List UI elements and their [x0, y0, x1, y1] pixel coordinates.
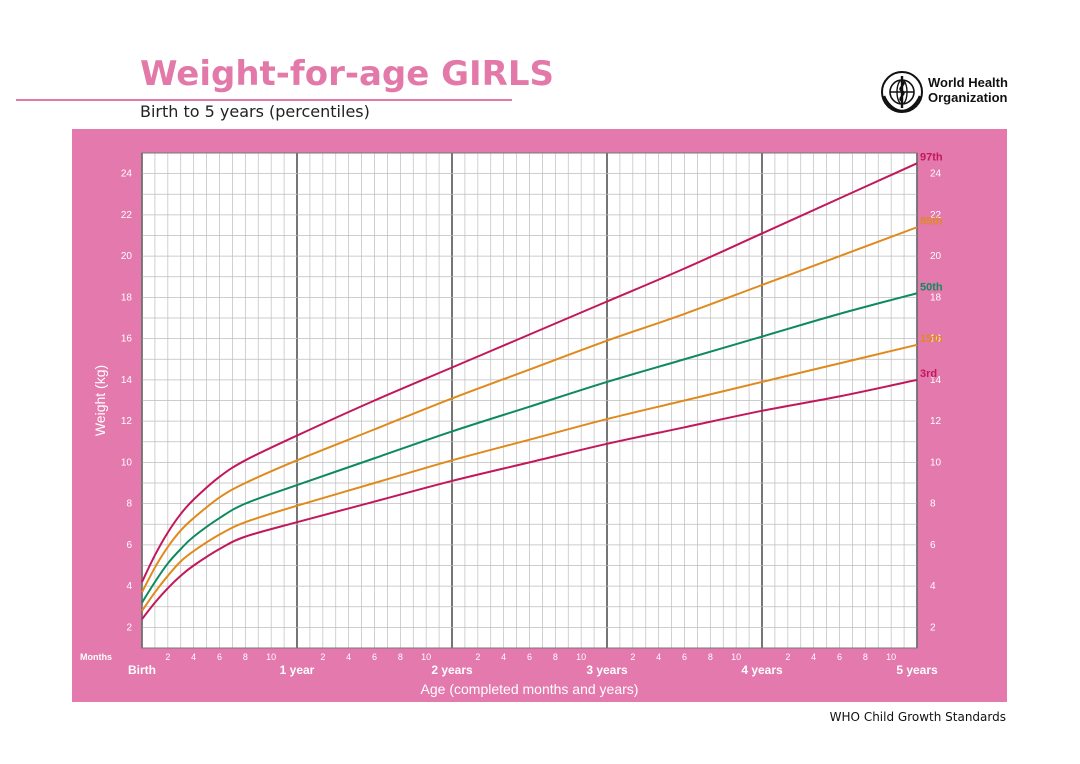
month-tick-label: 10: [886, 652, 896, 662]
month-tick-label: 6: [682, 652, 687, 662]
month-tick-label: 8: [553, 652, 558, 662]
month-tick-label: 4: [501, 652, 506, 662]
page-subtitle: Birth to 5 years (percentiles): [140, 102, 370, 121]
y-tick-label-left: 22: [121, 210, 133, 221]
year-label: 5 years: [896, 663, 938, 677]
y-tick-label-left: 2: [126, 622, 132, 633]
organization-name-line-2: Organization: [928, 90, 1008, 105]
y-tick-label-right: 14: [930, 375, 942, 386]
y-tick-label-right: 12: [930, 416, 942, 427]
year-label: 4 years: [741, 663, 783, 677]
percentile-label-3rd: 3rd: [920, 368, 937, 380]
month-tick-label: 4: [656, 652, 661, 662]
x-axis-title: Age (completed months and years): [421, 681, 639, 697]
month-tick-label: 6: [217, 652, 222, 662]
month-tick-label: 10: [576, 652, 586, 662]
y-tick-label-left: 14: [121, 375, 133, 386]
percentile-label-85th: 85th: [920, 215, 943, 227]
month-tick-label: 6: [837, 652, 842, 662]
month-tick-label: 8: [708, 652, 713, 662]
y-tick-label-right: 20: [930, 251, 942, 262]
y-tick-label-right: 4: [930, 581, 936, 592]
y-tick-label-right: 10: [930, 457, 942, 468]
page-title: Weight-for-age GIRLS: [140, 54, 555, 94]
month-tick-label: 4: [191, 652, 196, 662]
y-tick-label-right: 22: [930, 210, 942, 221]
month-tick-label: 8: [398, 652, 403, 662]
percentile-curve-85th: [141, 226, 918, 593]
month-tick-label: 6: [527, 652, 532, 662]
month-tick-label: 6: [372, 652, 377, 662]
y-tick-label-left: 4: [126, 581, 132, 592]
y-tick-label-left: 16: [121, 334, 133, 345]
month-tick-label: 10: [731, 652, 741, 662]
y-tick-label-left: 18: [121, 292, 133, 303]
month-tick-label: 10: [421, 652, 431, 662]
y-tick-label-left: 20: [121, 251, 133, 262]
y-tick-label-left: 6: [126, 540, 132, 551]
title-underline: [16, 99, 512, 101]
plot-frame: [141, 152, 918, 649]
y-tick-label-right: 18: [930, 292, 942, 303]
who-emblem-icon: [881, 71, 923, 113]
month-tick-label: 2: [785, 652, 790, 662]
y-tick-label-right: 24: [930, 169, 942, 180]
percentile-label-50th: 50th: [920, 281, 943, 293]
y-tick-label-right: 16: [930, 334, 942, 345]
y-tick-label-left: 10: [121, 457, 133, 468]
y-tick-label-right: 2: [930, 622, 936, 633]
month-tick-label: 10: [266, 652, 276, 662]
month-tick-label: 2: [165, 652, 170, 662]
y-tick-label-left: 8: [126, 499, 132, 510]
percentile-curve-15th: [141, 343, 918, 612]
y-tick-label-right: 8: [930, 499, 936, 510]
percentile-curve-50th: [141, 292, 918, 604]
month-tick-label: 8: [863, 652, 868, 662]
month-tick-label: 4: [811, 652, 816, 662]
year-label: 1 year: [280, 663, 315, 677]
organization-name-line-1: World Health: [928, 75, 1008, 90]
month-tick-label: 8: [243, 652, 248, 662]
month-tick-label: 2: [320, 652, 325, 662]
month-tick-label: 4: [346, 652, 351, 662]
months-unit-label: Months: [80, 652, 112, 662]
year-label: Birth: [128, 663, 156, 677]
month-tick-label: 2: [630, 652, 635, 662]
organization-name: World Health Organization: [928, 75, 1008, 105]
y-tick-label-left: 12: [121, 416, 133, 427]
year-label: 3 years: [586, 663, 628, 677]
year-label: 2 years: [431, 663, 473, 677]
y-axis-title: Weight (kg): [92, 365, 108, 436]
month-tick-label: 2: [475, 652, 480, 662]
source-note: WHO Child Growth Standards: [829, 710, 1006, 724]
y-tick-label-right: 6: [930, 540, 936, 551]
percentile-label-97th: 97th: [920, 151, 943, 163]
percentile-label-15th: 15th: [920, 333, 943, 345]
percentile-curve-3rd: [141, 378, 918, 620]
percentile-curve-97th: [141, 162, 918, 583]
y-tick-label-left: 24: [121, 169, 133, 180]
